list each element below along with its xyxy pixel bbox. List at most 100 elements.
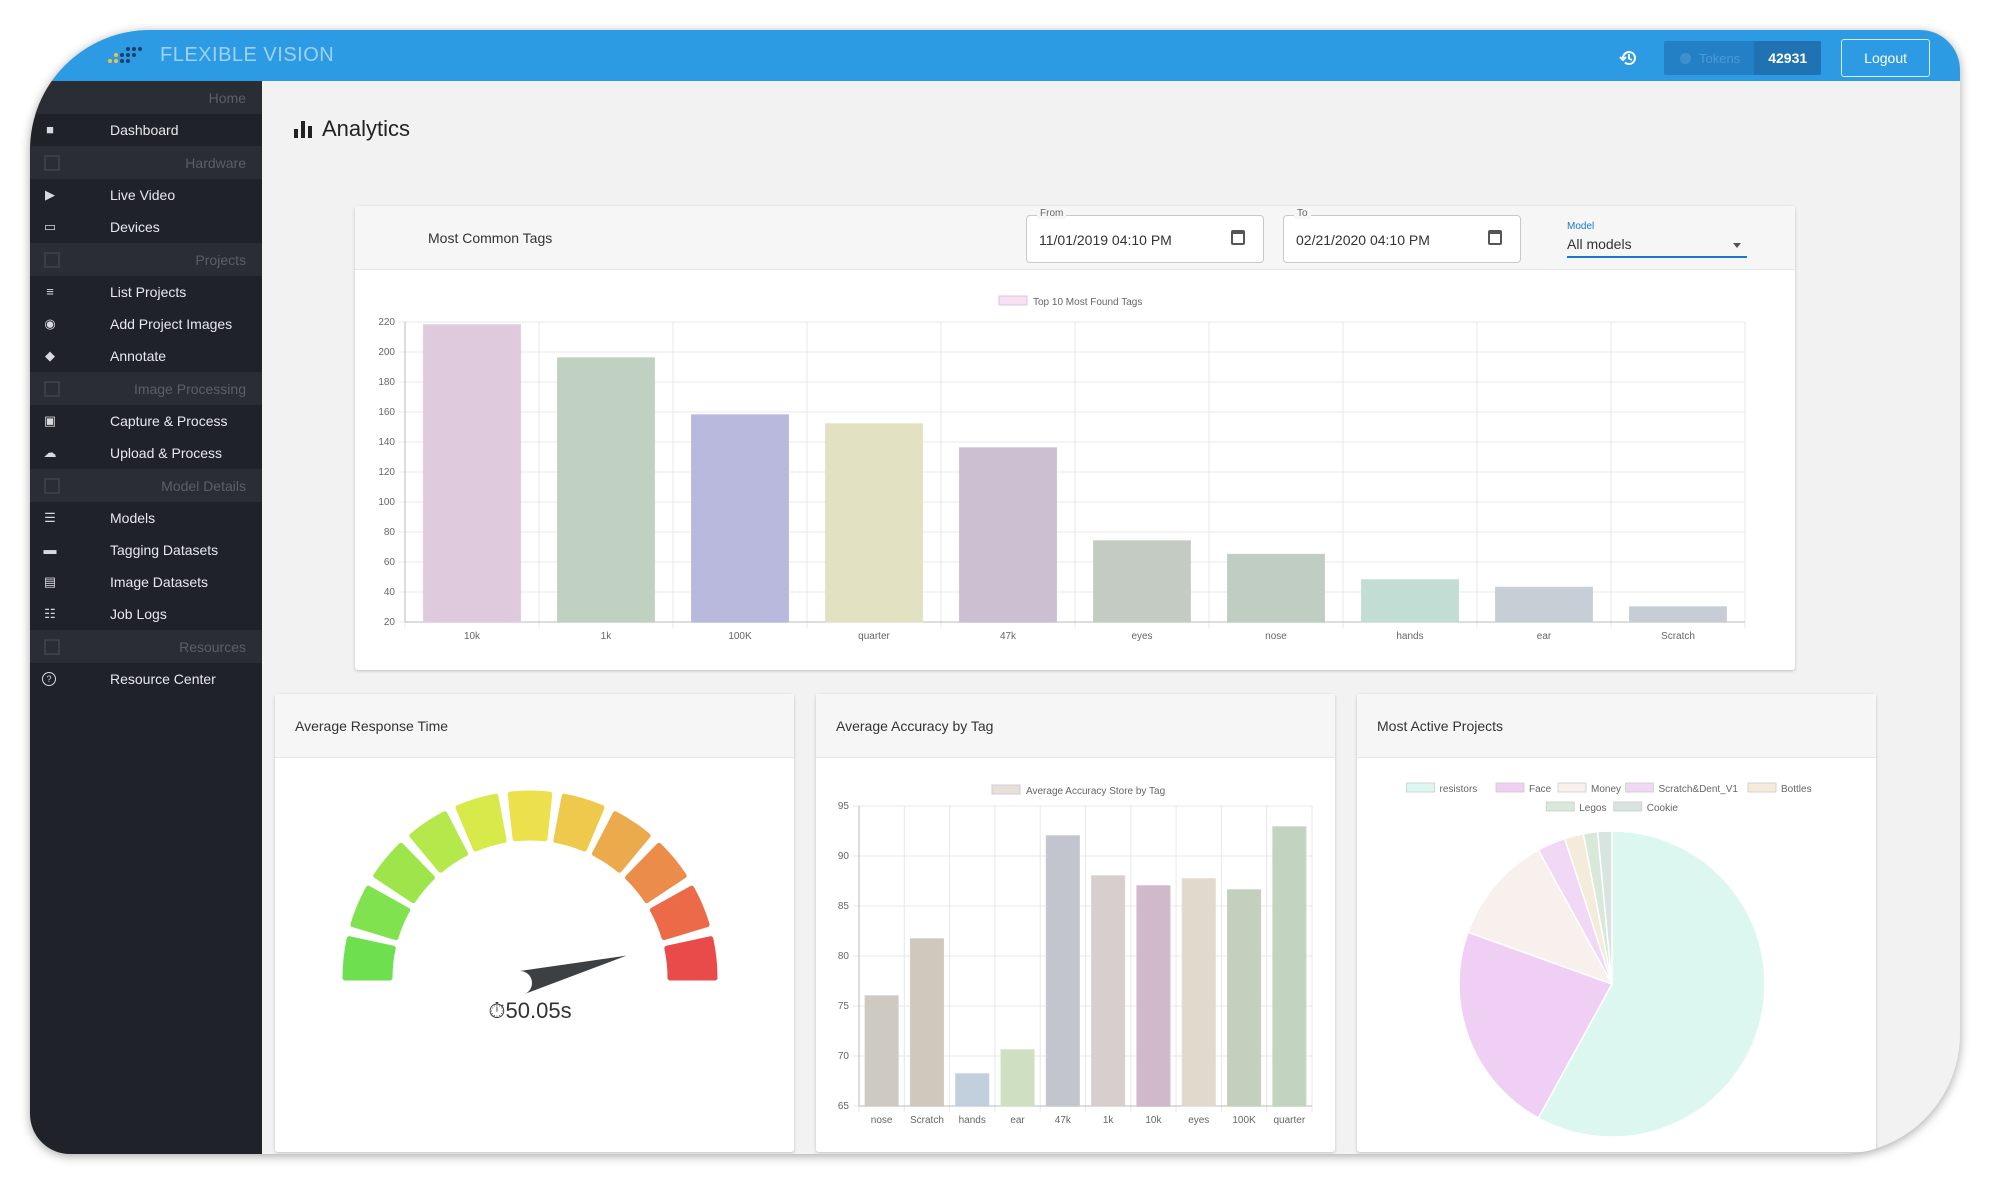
- y-tick-label: 120: [378, 467, 395, 478]
- gauge-segment: [625, 842, 687, 904]
- bar-chart-icon: [294, 120, 312, 138]
- calendar-icon[interactable]: [1231, 230, 1245, 245]
- from-label: From: [1037, 208, 1067, 219]
- legend-swatch: [1557, 782, 1587, 793]
- legend-swatch: [1545, 801, 1575, 812]
- bar: [1181, 878, 1216, 1107]
- x-tick-label: Scratch: [1661, 631, 1695, 642]
- sidebar-item-dashboard[interactable]: ■ Dashboard: [30, 114, 262, 146]
- list-icon: ≡: [46, 284, 54, 299]
- sidebar-item-label: Image Datasets: [110, 574, 209, 590]
- x-tick-label: 10k: [464, 631, 481, 642]
- sidebar-item-label: Add Project Images: [110, 316, 233, 332]
- help-icon: ?: [42, 672, 56, 686]
- capture-icon: ▣: [43, 413, 57, 428]
- x-tick-label: 100K: [728, 631, 752, 642]
- sidebar-item-models[interactable]: ☰ Models: [30, 502, 262, 534]
- to-date-field[interactable]: To 02/21/2020 04:10 PM: [1283, 208, 1521, 263]
- from-value: 11/01/2019 04:10 PM: [1039, 232, 1172, 248]
- legend-label: Money: [1591, 784, 1621, 795]
- pie-slice: [1537, 830, 1766, 1138]
- x-tick-label: 47k: [1000, 631, 1017, 642]
- y-tick-label: 60: [384, 557, 396, 568]
- bar: [1272, 826, 1307, 1107]
- bar: [557, 357, 655, 623]
- app-logo[interactable]: FLEXIBLE VISION: [102, 40, 334, 70]
- sidebar-section-resources: Resources: [30, 630, 262, 663]
- y-tick-label: 140: [378, 437, 395, 448]
- calendar-icon[interactable]: [1488, 230, 1502, 245]
- sidebar-item-label: Tagging Datasets: [110, 542, 219, 558]
- bar: [1495, 586, 1593, 623]
- history-icon[interactable]: [1612, 41, 1646, 75]
- y-tick-label: 95: [838, 801, 850, 812]
- gauge-segment: [591, 811, 651, 873]
- sidebar-section-home: Home: [30, 81, 262, 114]
- bar: [1226, 889, 1262, 1107]
- sidebar-item-image-datasets[interactable]: ▤ Image Datasets: [30, 566, 262, 598]
- legend-swatch: [991, 784, 1021, 795]
- model-select[interactable]: Model All models: [1567, 221, 1747, 261]
- bar: [423, 324, 521, 623]
- top-bar: FLEXIBLE VISION Tokens 42931 Logout: [30, 30, 1960, 81]
- sidebar-section-label: Model Details: [161, 477, 246, 494]
- logo-icon: [108, 47, 142, 63]
- sidebar-item-list-projects[interactable]: ≡ List Projects: [30, 276, 262, 308]
- sidebar-item-annotate[interactable]: ◆ Annotate: [30, 340, 262, 372]
- page-title: Analytics: [294, 116, 410, 142]
- from-date-field[interactable]: From 11/01/2019 04:10 PM: [1026, 208, 1264, 263]
- sidebar-item-devices[interactable]: ▭ Devices: [30, 211, 262, 243]
- x-tick-label: 1k: [1103, 1115, 1115, 1126]
- sidebar-section-model-details: Model Details: [30, 469, 262, 502]
- y-tick-label: 20: [384, 617, 396, 628]
- sidebar-item-tagging-datasets[interactable]: ▬ Tagging Datasets: [30, 534, 262, 566]
- page-title-text: Analytics: [322, 116, 411, 141]
- bar: [909, 938, 945, 1107]
- x-tick-label: 47k: [1055, 1115, 1072, 1126]
- y-tick-label: 40: [384, 587, 396, 598]
- gauge-segment: [342, 936, 396, 981]
- sidebar-section-label: Hardware: [185, 154, 246, 171]
- bar: [1091, 875, 1126, 1107]
- sidebar-item-label: Dashboard: [110, 122, 179, 138]
- sidebar-section-label: Home: [208, 89, 246, 106]
- response-gauge: ⏱50.05s: [342, 790, 718, 1023]
- sidebar-item-resource-center[interactable]: ? Resource Center: [30, 663, 262, 695]
- bar: [959, 447, 1057, 623]
- projects-card: Most Active Projects resistors Face Money S…: [1357, 694, 1876, 1152]
- sidebar-item-job-logs[interactable]: ☷ Job Logs: [30, 598, 262, 630]
- bar: [1045, 835, 1080, 1107]
- sidebar-section-image-processing: Image Processing: [30, 372, 262, 405]
- sidebar-item-capture-process[interactable]: ▣ Capture & Process: [30, 405, 262, 437]
- tags-bar-chart: Top 10 Most Found Tags 20 40 60 80 100 120 140 1…: [378, 295, 1746, 642]
- sidebar-item-upload-process[interactable]: ☁ Upload & Process: [30, 437, 262, 469]
- sidebar-section-projects: Projects: [30, 243, 262, 276]
- legend-label: Cookie: [1647, 803, 1679, 814]
- legend-label: resistors: [1440, 784, 1478, 795]
- tokens-widget[interactable]: Tokens 42931: [1664, 41, 1822, 75]
- x-tick-label: hands: [1396, 631, 1423, 642]
- sidebar-item-label: List Projects: [110, 284, 187, 300]
- x-tick-label: eyes: [1188, 1115, 1209, 1126]
- x-tick-label: ear: [1010, 1115, 1025, 1126]
- bar: [864, 995, 899, 1107]
- log-icon: ☷: [44, 606, 56, 621]
- sidebar-item-live-video[interactable]: ▶ Live Video: [30, 179, 262, 211]
- sidebar-section-label: Projects: [195, 251, 246, 268]
- sidebar-item-label: Annotate: [110, 348, 167, 364]
- legend-label: Bottles: [1781, 784, 1812, 795]
- sidebar-item-label: Models: [110, 510, 156, 526]
- x-tick-label: 1k: [601, 631, 613, 642]
- response-time-value: ⏱50.05s: [488, 998, 571, 1023]
- legend-label: Top 10 Most Found Tags: [1033, 297, 1142, 308]
- pie-slice: [1467, 848, 1614, 986]
- y-tick-label: 90: [838, 851, 850, 862]
- app-window: FLEXIBLE VISION Tokens 42931 Logout Home…: [30, 30, 1960, 1154]
- sidebar-item-label: Upload & Process: [110, 445, 223, 461]
- most-common-tags-card: Most Common Tags From 11/01/2019 04:10 P…: [355, 206, 1795, 670]
- pie-slice: [1596, 830, 1613, 985]
- y-tick-label: 80: [838, 951, 850, 962]
- sidebar-item-add-project-images[interactable]: ◉ Add Project Images: [30, 308, 262, 340]
- gauge-segment: [553, 793, 605, 852]
- logout-button[interactable]: Logout: [1841, 39, 1930, 77]
